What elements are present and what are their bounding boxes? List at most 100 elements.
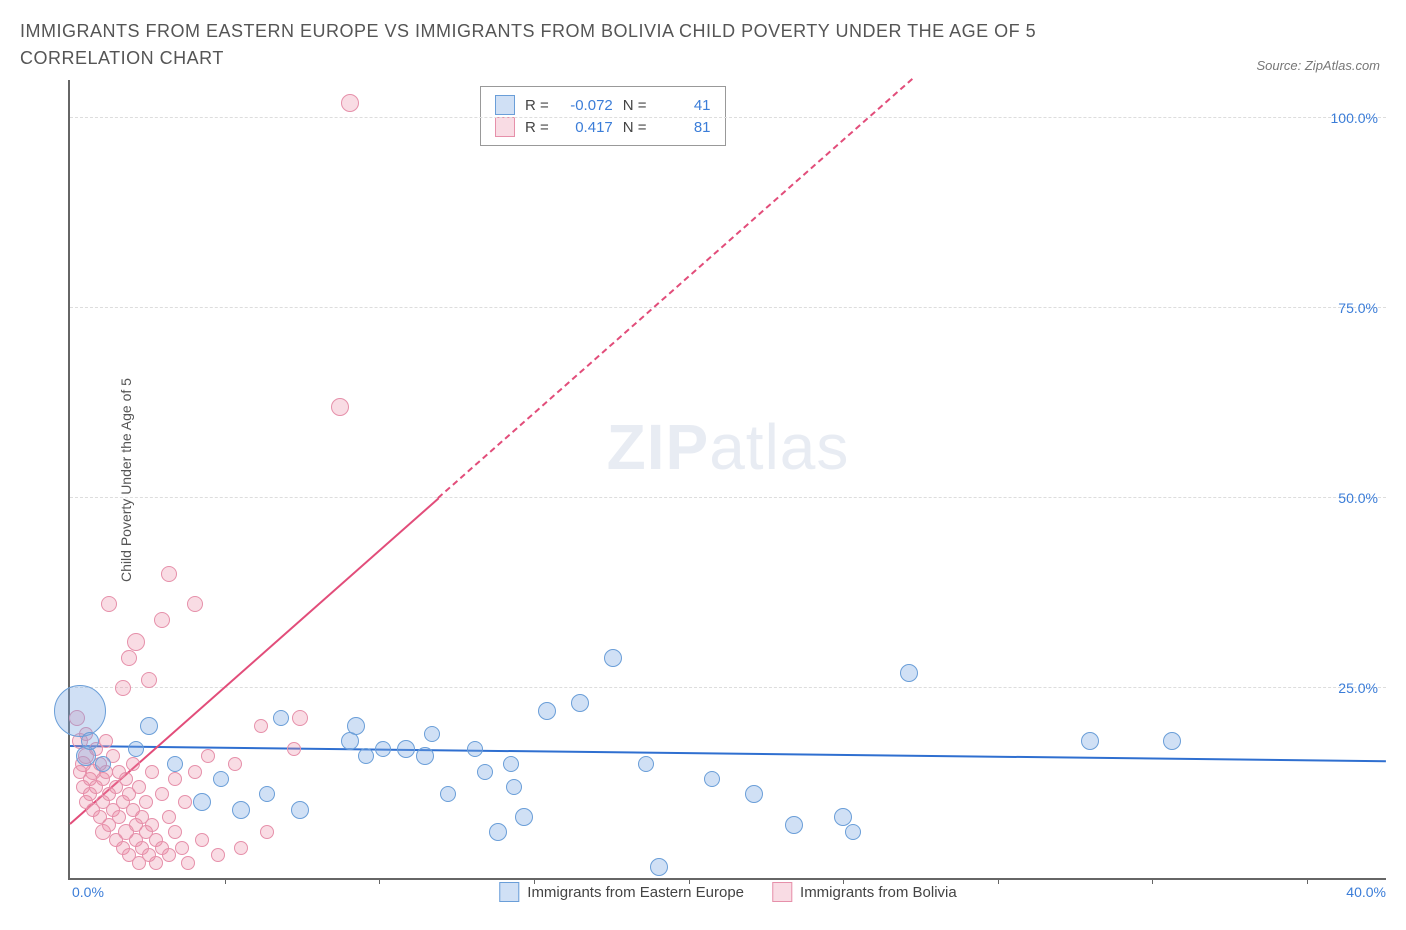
source-label: Source: ZipAtlas.com	[1256, 58, 1380, 73]
stats-row-blue: R = -0.072 N = 41	[495, 95, 711, 115]
data-point	[287, 742, 301, 756]
data-point	[506, 779, 522, 795]
data-point	[228, 757, 242, 771]
data-point	[101, 596, 117, 612]
legend-item-blue: Immigrants from Eastern Europe	[499, 882, 744, 902]
data-point	[162, 848, 176, 862]
data-point	[234, 841, 248, 855]
data-point	[785, 816, 803, 834]
data-point	[127, 633, 145, 651]
swatch-pink	[495, 117, 515, 137]
gridline	[70, 497, 1386, 498]
data-point	[477, 764, 493, 780]
n-label: N =	[623, 97, 647, 114]
data-point	[745, 785, 763, 803]
data-point	[167, 756, 183, 772]
x-minor-tick	[998, 878, 999, 884]
data-point	[187, 596, 203, 612]
data-point	[358, 748, 374, 764]
x-minor-tick	[843, 878, 844, 884]
x-minor-tick	[379, 878, 380, 884]
gridline	[70, 117, 1386, 118]
swatch-blue	[499, 882, 519, 902]
data-point	[54, 685, 106, 737]
data-point	[168, 825, 182, 839]
data-point	[515, 808, 533, 826]
r-value-pink: 0.417	[559, 119, 613, 136]
plot-area: ZIPatlas R = -0.072 N = 41 R = 0.417 N =…	[68, 80, 1386, 880]
data-point	[638, 756, 654, 772]
x-minor-tick	[1307, 878, 1308, 884]
data-point	[834, 808, 852, 826]
gridline	[70, 687, 1386, 688]
data-point	[141, 672, 157, 688]
data-point	[140, 717, 158, 735]
swatch-pink	[772, 882, 792, 902]
data-point	[178, 795, 192, 809]
data-point	[704, 771, 720, 787]
data-point	[99, 734, 113, 748]
watermark-light: atlas	[709, 411, 849, 483]
data-point	[121, 650, 137, 666]
watermark-bold: ZIP	[607, 411, 710, 483]
data-point	[1163, 732, 1181, 750]
data-point	[126, 757, 140, 771]
y-tick-label: 50.0%	[1338, 490, 1378, 506]
data-point	[139, 795, 153, 809]
legend-label-pink: Immigrants from Bolivia	[800, 884, 957, 901]
data-point	[538, 702, 556, 720]
data-point	[201, 749, 215, 763]
data-point	[132, 780, 146, 794]
data-point	[115, 680, 131, 696]
data-point	[211, 848, 225, 862]
data-point	[128, 741, 144, 757]
data-point	[81, 732, 99, 750]
trend-line	[70, 745, 1386, 762]
data-point	[571, 694, 589, 712]
data-point	[489, 823, 507, 841]
data-point	[254, 719, 268, 733]
y-tick-label: 75.0%	[1338, 300, 1378, 316]
data-point	[397, 740, 415, 758]
data-point	[375, 741, 391, 757]
data-point	[175, 841, 189, 855]
data-point	[112, 810, 126, 824]
data-point	[260, 825, 274, 839]
data-point	[900, 664, 918, 682]
y-tick-label: 100.0%	[1331, 110, 1378, 126]
n-label: N =	[623, 119, 647, 136]
y-tick-label: 25.0%	[1338, 680, 1378, 696]
x-tick-right: 40.0%	[1346, 884, 1386, 900]
data-point	[467, 741, 483, 757]
data-point	[145, 765, 159, 779]
stats-legend: R = -0.072 N = 41 R = 0.417 N = 81	[480, 86, 726, 146]
data-point	[650, 858, 668, 876]
data-point	[259, 786, 275, 802]
chart-title: IMMIGRANTS FROM EASTERN EUROPE VS IMMIGR…	[20, 18, 1120, 72]
x-minor-tick	[689, 878, 690, 884]
data-point	[416, 747, 434, 765]
r-label: R =	[525, 97, 549, 114]
x-minor-tick	[1152, 878, 1153, 884]
x-tick-left: 0.0%	[72, 884, 104, 900]
watermark: ZIPatlas	[607, 410, 850, 484]
data-point	[168, 772, 182, 786]
data-point	[347, 717, 365, 735]
gridline	[70, 307, 1386, 308]
r-label: R =	[525, 119, 549, 136]
legend-item-pink: Immigrants from Bolivia	[772, 882, 957, 902]
data-point	[273, 710, 289, 726]
data-point	[193, 793, 211, 811]
n-value-blue: 41	[657, 97, 711, 114]
data-point	[181, 856, 195, 870]
data-point	[440, 786, 456, 802]
chart-container: Child Poverty Under the Age of 5 ZIPatla…	[20, 80, 1386, 880]
data-point	[145, 818, 159, 832]
data-point	[195, 833, 209, 847]
data-point	[424, 726, 440, 742]
data-point	[161, 566, 177, 582]
data-point	[1081, 732, 1099, 750]
data-point	[292, 710, 308, 726]
x-minor-tick	[225, 878, 226, 884]
data-point	[604, 649, 622, 667]
